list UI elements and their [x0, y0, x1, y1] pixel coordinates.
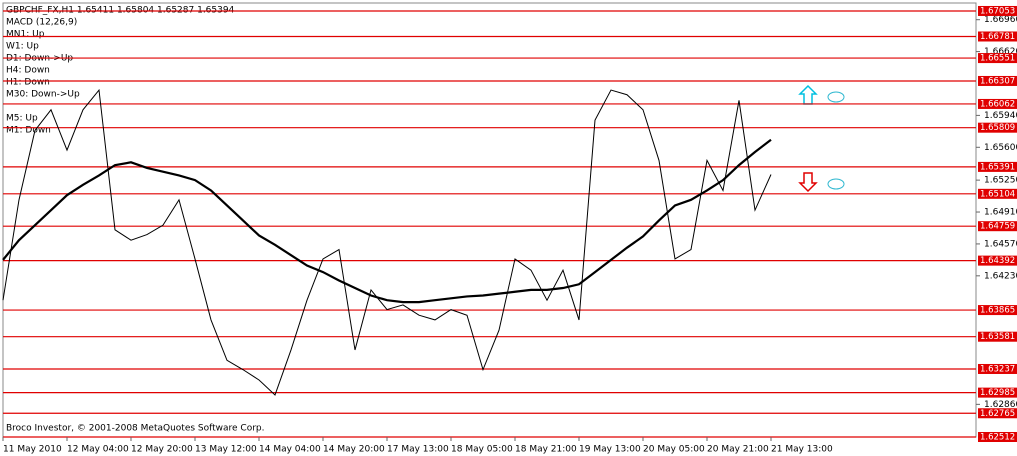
x-tick-label: 13 May 12:00 [195, 445, 257, 455]
level-label: 1.63865 [980, 306, 1015, 316]
level-label-box [978, 31, 1017, 42]
y-tick-label: 1.64570 [984, 239, 1017, 249]
level-label: 1.62985 [980, 388, 1015, 398]
x-tick-label: 12 May 20:00 [131, 445, 193, 455]
level-label-box [978, 432, 1017, 442]
x-tick-label: 18 May 21:00 [515, 445, 577, 455]
hand-icon [827, 91, 845, 103]
level-label: 1.62765 [980, 409, 1015, 419]
level-label-box [978, 161, 1017, 172]
level-label: 1.67053 [980, 6, 1015, 16]
y-tick-label: 1.65600 [984, 143, 1017, 153]
y-tick-label: 1.65250 [984, 176, 1017, 186]
hand-icon [827, 178, 845, 190]
level-label-box [978, 75, 1017, 86]
y-tick-label: 1.66960 [984, 15, 1017, 25]
x-tick-label: 17 May 13:00 [387, 445, 449, 455]
x-tick-label: 20 May 21:00 [707, 445, 769, 455]
indicator-label: M30: Down->Up [6, 90, 80, 100]
level-label-box [978, 53, 1017, 64]
level-label: 1.66307 [980, 76, 1015, 86]
level-label-box [978, 331, 1017, 342]
level-label-box [978, 5, 1017, 16]
y-tick-label: 1.65940 [984, 111, 1017, 121]
level-label-box [978, 255, 1017, 266]
level-label: 1.66551 [980, 54, 1015, 64]
x-tick-label: 18 May 05:00 [451, 445, 513, 455]
footer: Broco Investor, © 2001-2008 MetaQuotes S… [6, 424, 265, 434]
indicator-label: W1: Up [6, 42, 39, 52]
x-tick-label: 14 May 04:00 [259, 445, 321, 455]
price-line [2, 88, 772, 396]
level-label: 1.62512 [980, 433, 1015, 443]
level-label: 1.66062 [980, 99, 1015, 109]
level-label-box [978, 221, 1017, 232]
level-label: 1.64759 [980, 222, 1015, 232]
level-label-box [978, 188, 1017, 199]
indicator-label: MN1: Up [6, 30, 45, 40]
y-tick-label: 1.64230 [984, 271, 1017, 281]
level-label: 1.63237 [980, 364, 1015, 374]
indicator-label: MACD (12,26,9) [6, 18, 77, 28]
plot-frame [2, 2, 977, 438]
x-tick-label: 21 May 13:00 [771, 445, 833, 455]
level-label-box [978, 98, 1017, 109]
signal-icons [798, 84, 845, 193]
level-label-box [978, 408, 1017, 419]
indicator-label: H4: Down [6, 66, 50, 76]
y-tick-label: 1.64910 [984, 208, 1017, 218]
x-tick-label: 11 May 2010 [3, 445, 62, 455]
moving-average-line [2, 138, 772, 304]
level-label: 1.66781 [980, 32, 1015, 42]
indicator-label: M5: Up [6, 114, 38, 124]
level-label-box [978, 387, 1017, 398]
level-label-box [978, 122, 1017, 133]
x-tick-label: 12 May 04:00 [67, 445, 129, 455]
x-tick-label: 19 May 13:00 [579, 445, 641, 455]
y-tick-label: 1.66620 [984, 47, 1017, 57]
indicator-label: H1: Down [6, 78, 50, 88]
level-label: 1.63581 [980, 332, 1015, 342]
level-label: 1.65809 [980, 123, 1015, 133]
level-label: 1.64392 [980, 256, 1015, 266]
x-tick-label: 14 May 20:00 [323, 445, 385, 455]
x-tick-label: 20 May 05:00 [643, 445, 705, 455]
level-label-box [978, 363, 1017, 374]
level-label-box [978, 305, 1017, 316]
level-label: 1.65104 [980, 189, 1015, 199]
indicator-label: M1: Down [6, 126, 51, 136]
down-arrow [798, 172, 818, 193]
y-tick-label: 1.62860 [984, 400, 1017, 410]
level-label: 1.65391 [980, 162, 1015, 172]
